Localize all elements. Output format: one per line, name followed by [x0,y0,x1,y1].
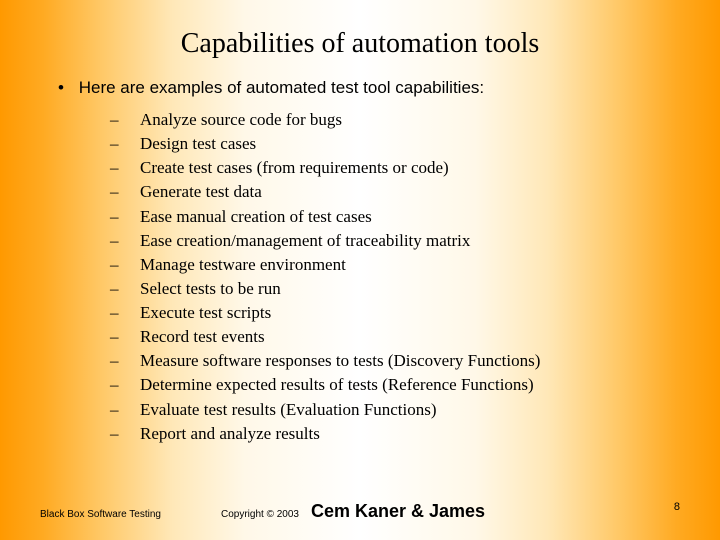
item-text: Ease manual creation of test cases [140,205,372,229]
page-number: 8 [674,501,680,513]
item-text: Ease creation/management of traceability… [140,229,470,253]
dash-icon: – [110,229,140,253]
capability-list: –Analyze source code for bugs –Design te… [110,108,680,446]
dash-icon: – [110,156,140,180]
list-item: –Ease manual creation of test cases [110,205,680,229]
lead-line: • Here are examples of automated test to… [48,78,680,98]
list-item: –Manage testware environment [110,253,680,277]
copyright-label: Copyright © [221,509,274,520]
item-text: Manage testware environment [140,253,346,277]
dash-icon: – [110,398,140,422]
slide: Capabilities of automation tools • Here … [0,0,720,540]
list-item: –Execute test scripts [110,301,680,325]
list-item: –Evaluate test results (Evaluation Funct… [110,398,680,422]
item-text: Evaluate test results (Evaluation Functi… [140,398,437,422]
item-text: Record test events [140,325,265,349]
list-item: –Generate test data [110,180,680,204]
footer-left: Black Box Software Testing [40,509,161,520]
item-text: Determine expected results of tests (Ref… [140,373,534,397]
item-text: Design test cases [140,132,256,156]
list-item: –Report and analyze results [110,422,680,446]
list-item: –Analyze source code for bugs [110,108,680,132]
item-text: Measure software responses to tests (Dis… [140,349,540,373]
dash-icon: – [110,422,140,446]
item-text: Execute test scripts [140,301,271,325]
item-text: Generate test data [140,180,262,204]
bullet-icon: • [48,78,74,98]
item-text: Select tests to be run [140,277,281,301]
list-item: –Measure software responses to tests (Di… [110,349,680,373]
item-text: Report and analyze results [140,422,320,446]
list-item: –Select tests to be run [110,277,680,301]
list-item: –Record test events [110,325,680,349]
list-item: –Design test cases [110,132,680,156]
item-text: Analyze source code for bugs [140,108,342,132]
dash-icon: – [110,180,140,204]
list-item: –Ease creation/management of traceabilit… [110,229,680,253]
dash-icon: – [110,325,140,349]
copyright-year: 2003 [277,509,299,520]
footer: Black Box Software Testing Copyright © 2… [0,501,720,522]
dash-icon: – [110,349,140,373]
dash-icon: – [110,132,140,156]
dash-icon: – [110,253,140,277]
footer-author: Cem Kaner & James [311,501,485,522]
item-text: Create test cases (from requirements or … [140,156,449,180]
lead-text: Here are examples of automated test tool… [79,78,484,97]
dash-icon: – [110,108,140,132]
dash-icon: – [110,205,140,229]
dash-icon: – [110,277,140,301]
dash-icon: – [110,373,140,397]
dash-icon: – [110,301,140,325]
list-item: –Create test cases (from requirements or… [110,156,680,180]
list-item: –Determine expected results of tests (Re… [110,373,680,397]
footer-copyright: Copyright © 2003 [221,509,299,520]
slide-title: Capabilities of automation tools [40,28,680,60]
